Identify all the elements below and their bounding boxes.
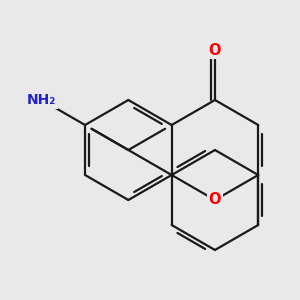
Text: O: O [209, 43, 221, 58]
Text: NH₂: NH₂ [27, 93, 56, 107]
Text: O: O [209, 193, 221, 208]
